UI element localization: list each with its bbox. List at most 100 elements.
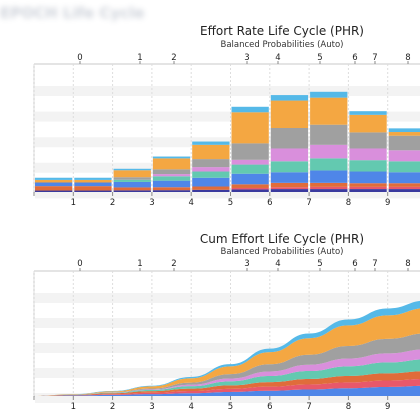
top-tick-label: 2 (171, 53, 176, 63)
x-tick-label: 8 (346, 402, 351, 412)
bar-segment (152, 169, 191, 175)
x-tick-label: 7 (306, 402, 311, 412)
bar-segment (74, 190, 112, 192)
bar-segment (310, 91, 348, 98)
bar-segment (349, 114, 387, 133)
bar-segment (231, 187, 269, 190)
bar-segment (310, 182, 348, 187)
bar-segment (152, 174, 191, 177)
bar-segment (192, 189, 230, 192)
top-tick-label: 1 (137, 53, 142, 63)
x-tick-label: 9 (385, 198, 390, 208)
bar-segment (270, 148, 309, 162)
x-tick-label: 8 (346, 198, 351, 208)
bar-segment (231, 164, 269, 174)
top-tick-label: 2 (171, 259, 176, 269)
bar-segment (349, 186, 387, 190)
bar-segment (35, 186, 73, 191)
bar-segment (310, 186, 348, 190)
area-series (34, 385, 420, 397)
bar-segment (349, 183, 387, 187)
top-tick-label: 8 (405, 259, 410, 269)
axis-ticks: 1 2 3 4 5 6 7 8 9 0 1 2 3 4 5 6 7 8 (33, 53, 411, 208)
bar-stacks (35, 91, 420, 192)
bar-segment (270, 187, 309, 190)
bar-segment (388, 135, 420, 151)
grid-band (35, 393, 420, 403)
top-tick-label: 0 (77, 259, 82, 269)
bar-segment (310, 124, 348, 145)
area-series (34, 333, 420, 396)
top-tick-label: 4 (275, 53, 280, 63)
bar-segment (152, 180, 191, 188)
bar-segment (152, 187, 191, 191)
bar-segment (349, 132, 387, 149)
top-tick-label: 1 (137, 259, 142, 269)
axis-ticks: 1 2 3 4 5 6 7 8 9 0 1 2 3 4 5 6 7 8 (33, 259, 411, 412)
x-tick-label: 4 (188, 402, 193, 412)
x-tick-label: 3 (149, 198, 154, 208)
bar-segment (270, 172, 309, 183)
cum-effort-chart: Cum Effort Life Cycle (PHR) Balanced Pro… (33, 232, 420, 412)
bar-segment (388, 150, 420, 162)
bar-segment (310, 189, 348, 192)
bar-segment (113, 181, 151, 188)
bar-segment (270, 100, 309, 128)
bar-segment (192, 141, 230, 145)
area-series (34, 359, 420, 396)
bar-segment (388, 172, 420, 184)
bar-segment (270, 182, 309, 188)
x-tick-label: 2 (110, 198, 115, 208)
bar-segment (231, 184, 269, 188)
x-tick-label: 3 (149, 402, 154, 412)
x-tick-label: 6 (267, 402, 272, 412)
bar-segment (113, 177, 151, 180)
bar-segment (388, 132, 420, 136)
top-tick-label: 3 (244, 53, 249, 63)
bar-segment (231, 159, 269, 165)
top-tick-label: 7 (372, 259, 377, 269)
grid-band (35, 343, 420, 353)
bar-segment (388, 189, 420, 192)
bar-segment (231, 189, 269, 192)
bar-segment (310, 97, 348, 125)
top-tick-label: 6 (352, 259, 357, 269)
bar-segment (152, 190, 191, 192)
top-tick-label: 4 (275, 259, 280, 269)
top-tick-label: 7 (372, 53, 377, 63)
grid-band (35, 293, 420, 303)
bar-segment (74, 186, 112, 191)
bar-segment (231, 112, 269, 144)
bar-segment (192, 167, 230, 172)
bar-segment (270, 161, 309, 173)
page-title: EPOCH Life Cycle (0, 4, 145, 22)
bar-segment (388, 183, 420, 187)
bar-segment (35, 177, 73, 180)
x-tick-label: 9 (385, 402, 390, 412)
bar-segment (310, 158, 348, 171)
bar-segment (152, 158, 191, 170)
bar-segment (270, 189, 309, 192)
chart-title: Effort Rate Life Cycle (PHR) (200, 24, 364, 38)
bar-segment (231, 173, 269, 185)
bar-segment (192, 144, 230, 160)
area-series (34, 300, 420, 396)
area-stacks (34, 300, 420, 397)
chart-subtitle: Balanced Probabilities (Auto) (221, 247, 344, 257)
bar-segment (192, 177, 230, 187)
bar-segment (349, 189, 387, 192)
bar-segment (349, 111, 387, 115)
bar-segment (270, 128, 309, 149)
top-tick-label: 0 (77, 53, 82, 63)
top-tick-label: 3 (244, 259, 249, 269)
top-tick-label: 5 (317, 259, 322, 269)
grid-band (35, 318, 420, 328)
bar-segment (388, 161, 420, 173)
x-tick-label: 1 (71, 198, 76, 208)
chart-title: Cum Effort Life Cycle (PHR) (200, 232, 364, 246)
x-tick-label: 5 (228, 198, 233, 208)
bar-segment (74, 179, 112, 183)
grid-band (35, 111, 420, 122)
bar-segment (113, 190, 151, 192)
grid-band (35, 188, 420, 199)
